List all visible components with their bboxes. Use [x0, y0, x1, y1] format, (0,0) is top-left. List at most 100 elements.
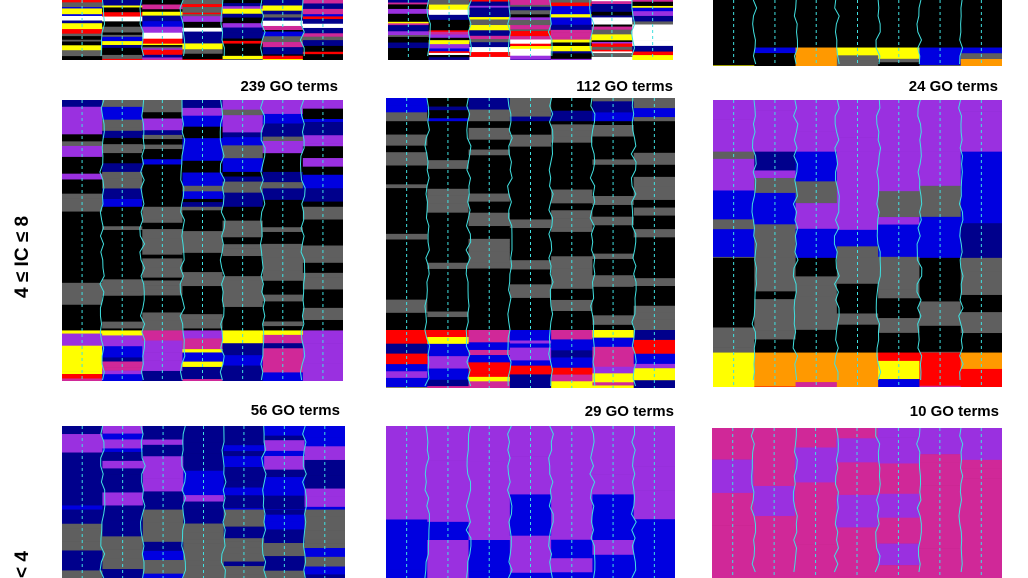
heatmap-cell — [551, 426, 593, 437]
heatmap-cell — [427, 182, 470, 190]
heatmap-cell — [468, 139, 511, 150]
heatmap-cell — [427, 299, 470, 304]
heatmap-cell — [510, 39, 552, 45]
heatmap-cell — [302, 33, 343, 37]
heatmap-cell — [795, 60, 838, 66]
heatmap-cell — [509, 228, 552, 243]
heatmap-cell — [509, 519, 552, 536]
heatmap-cell — [62, 120, 103, 135]
heatmap-cell — [633, 353, 675, 358]
heatmap-cell — [222, 233, 264, 238]
column-boundary-line — [958, 100, 964, 381]
heatmap-cell — [302, 363, 343, 376]
heatmap-cell — [262, 343, 304, 349]
heatmap-cell — [264, 469, 306, 478]
heatmap-cell — [836, 19, 879, 23]
heatmap-cell — [142, 370, 183, 381]
heatmap-cell — [633, 186, 675, 201]
heatmap-cell — [386, 272, 428, 279]
heatmap-cell — [632, 51, 673, 56]
heatmap-cell — [713, 0, 755, 7]
heatmap-cell — [836, 478, 879, 496]
heatmap-cell — [386, 330, 428, 344]
heatmap-cell — [878, 62, 920, 66]
heatmap-cell — [386, 152, 428, 162]
heatmap-cell — [222, 32, 264, 39]
heatmap-cell — [754, 291, 797, 300]
heatmap-cell — [386, 299, 428, 314]
heatmap-cell — [795, 296, 838, 331]
heatmap-cell — [223, 547, 265, 555]
heatmap-cell — [754, 100, 797, 111]
heatmap-cell — [62, 2, 103, 8]
column-boundary-line — [959, 0, 964, 65]
heatmap-cell — [182, 185, 224, 192]
heatmap-cell — [878, 42, 920, 48]
heatmap-cell — [919, 131, 962, 152]
heatmap-cell — [102, 569, 144, 578]
heatmap-cell — [509, 456, 552, 477]
heatmap-cell — [223, 553, 265, 562]
heatmap-cell — [182, 31, 224, 37]
heatmap-bot-2 — [386, 426, 675, 578]
heatmap-cell — [754, 339, 797, 353]
heatmap-cell — [264, 477, 306, 483]
heatmap-cell — [509, 111, 552, 117]
heatmap-cell — [960, 37, 1002, 44]
heatmap-cell — [388, 31, 430, 36]
heatmap-cell — [302, 135, 343, 144]
heatmap-cell — [62, 183, 103, 194]
heatmap-cell — [633, 98, 675, 109]
column-boundary-line — [507, 0, 511, 57]
column-boundary-line — [220, 426, 227, 578]
heatmap-cell — [510, 55, 552, 60]
heatmap-cell — [754, 45, 797, 48]
heatmap-cell — [262, 188, 304, 201]
heatmap-cell — [509, 200, 552, 208]
heatmap-cell — [302, 19, 343, 25]
heatmap-cell — [386, 169, 428, 181]
heatmap-cell — [302, 51, 343, 55]
heatmap-cell — [142, 522, 184, 532]
heatmap-cell — [222, 319, 264, 331]
column-boundary-line — [630, 98, 637, 387]
heatmap-cell — [836, 347, 879, 353]
heatmap-cell — [264, 509, 306, 510]
heatmap-cell — [142, 206, 183, 220]
heatmap-cell — [102, 100, 143, 108]
heatmap-cell — [62, 20, 103, 24]
heatmap-cell — [633, 199, 675, 208]
heatmap-cell — [304, 437, 345, 447]
heatmap-cell — [633, 121, 675, 134]
heatmap-cell — [304, 481, 345, 489]
heatmap-cell — [633, 278, 675, 287]
heatmap-cell — [510, 46, 552, 50]
heatmap-cell — [960, 468, 1002, 479]
heatmap-cell — [795, 285, 838, 297]
heatmap-cell — [222, 145, 264, 159]
heatmap-cell — [142, 360, 183, 365]
heatmap-cell — [264, 495, 306, 510]
heatmap-cell — [182, 191, 224, 200]
column-boundary-line — [465, 426, 472, 578]
heatmap-cell — [591, 40, 633, 43]
heatmap-top-3 — [713, 0, 1002, 66]
heatmap-cell — [960, 428, 1002, 461]
heatmap-cell — [428, 57, 470, 60]
heatmap-cell — [510, 31, 552, 37]
heatmap-cell — [510, 4, 552, 8]
heatmap-cell — [102, 32, 143, 36]
heatmap-cell — [713, 100, 755, 120]
heatmap-cell — [62, 259, 103, 273]
heatmap-cell — [386, 184, 428, 189]
heatmap-cell — [427, 572, 470, 578]
heatmap-cell — [427, 110, 470, 119]
column-boundary-line — [630, 0, 636, 57]
heatmap-cell — [223, 515, 265, 527]
heatmap-cell — [223, 451, 265, 457]
heatmap-cell — [795, 329, 838, 347]
heatmap-cell — [427, 379, 470, 387]
heatmap-cell — [302, 54, 343, 60]
heatmap-cell — [222, 276, 264, 282]
heatmap-cell — [222, 100, 264, 110]
